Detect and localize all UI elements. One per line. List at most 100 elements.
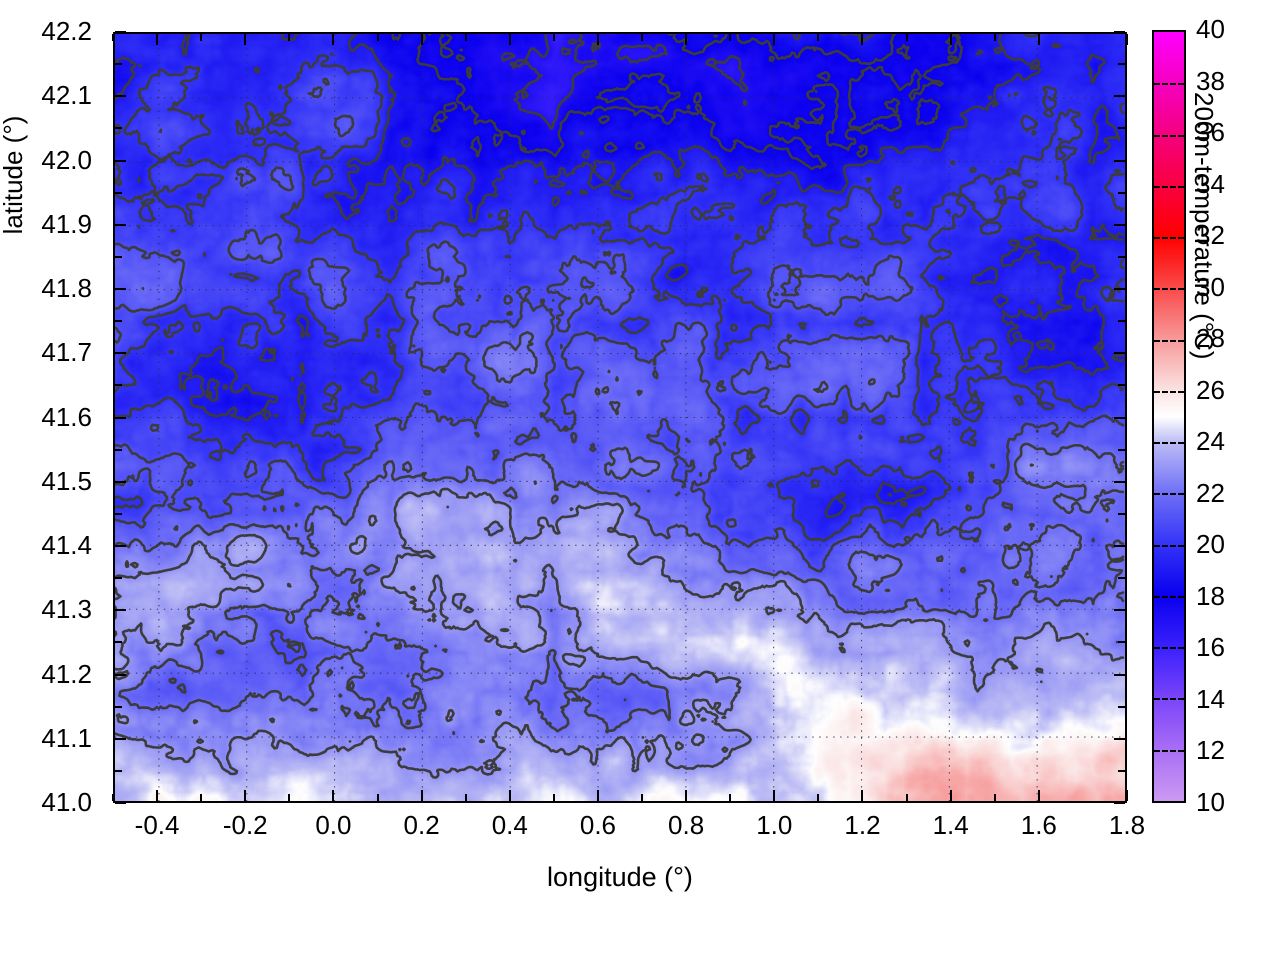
colorbar-tick-label: 30 xyxy=(1196,271,1225,302)
colorbar-tick-label: 32 xyxy=(1196,220,1225,251)
x-tick-label: 1.8 xyxy=(1108,810,1146,840)
axis-tick xyxy=(115,545,126,547)
axis-tick xyxy=(1114,737,1125,740)
colorbar xyxy=(1152,30,1186,803)
axis-tick xyxy=(115,737,126,740)
colorbar-tick xyxy=(1154,83,1184,86)
axis-tick xyxy=(1118,577,1125,580)
colorbar-title: 200m-temperature (°C) xyxy=(1189,92,1219,360)
x-tick-label: 0.2 xyxy=(403,810,440,840)
colorbar-tick xyxy=(1154,390,1184,393)
axis-tick xyxy=(288,34,291,41)
axis-tick xyxy=(1118,448,1125,451)
axis-tick xyxy=(1114,480,1125,483)
colorbar-tick xyxy=(1154,339,1184,342)
axis-tick xyxy=(115,480,126,483)
axis-tick xyxy=(552,794,555,801)
colorbar-tick-label: 36 xyxy=(1196,117,1225,148)
axis-tick xyxy=(288,794,291,801)
axis-tick xyxy=(1114,31,1125,33)
colorbar-tick xyxy=(1154,698,1184,701)
y-tick-label: 41.6 xyxy=(41,401,92,432)
axis-tick xyxy=(1037,34,1040,45)
axis-tick xyxy=(115,384,122,387)
colorbar-tick-label: 12 xyxy=(1196,735,1225,766)
axis-tick xyxy=(1118,769,1125,772)
axis-tick xyxy=(508,34,511,45)
axis-tick xyxy=(115,448,122,451)
axis-tick xyxy=(817,794,820,801)
axis-tick xyxy=(115,223,126,226)
colorbar-tick xyxy=(1154,647,1184,650)
gridlines-layer xyxy=(115,34,1125,801)
plot-area xyxy=(113,32,1127,803)
axis-tick xyxy=(1114,545,1125,547)
y-tick-label: 41.0 xyxy=(41,787,92,817)
axis-tick xyxy=(596,34,599,45)
axis-tick xyxy=(1114,673,1125,676)
axis-tick xyxy=(115,641,122,644)
axis-tick xyxy=(115,288,126,290)
y-tick-label: 42.0 xyxy=(41,144,92,175)
y-tick-label: 41.9 xyxy=(41,208,92,239)
axis-tick xyxy=(1114,288,1125,290)
x-tick-label: -0.2 xyxy=(222,810,268,840)
colorbar-tick xyxy=(1154,544,1184,547)
axis-tick xyxy=(949,790,952,801)
axis-tick xyxy=(1118,63,1125,66)
y-tick-label: 41.4 xyxy=(41,530,92,560)
colorbar-tick-label: 26 xyxy=(1196,374,1225,405)
axis-tick xyxy=(1118,384,1125,387)
axis-tick xyxy=(115,577,122,580)
axis-tick xyxy=(905,794,908,801)
axis-tick xyxy=(156,790,159,801)
axis-tick xyxy=(115,769,122,772)
axis-tick xyxy=(115,95,126,98)
axis-tick xyxy=(115,512,122,515)
axis-tick xyxy=(115,802,126,804)
axis-tick xyxy=(376,34,379,41)
axis-tick xyxy=(420,790,423,801)
colorbar-tick xyxy=(1154,442,1184,445)
axis-tick xyxy=(115,63,122,66)
axis-tick xyxy=(729,794,732,801)
axis-tick xyxy=(112,34,114,41)
axis-tick xyxy=(1114,416,1125,419)
axis-tick xyxy=(1118,512,1125,515)
axis-tick xyxy=(552,34,555,41)
colorbar-tick-label: 24 xyxy=(1196,426,1225,457)
axis-tick xyxy=(115,127,122,130)
colorbar-tick-label: 10 xyxy=(1196,787,1225,817)
axis-tick xyxy=(376,794,379,801)
colorbar-tick-label: 28 xyxy=(1196,323,1225,354)
axis-tick xyxy=(244,34,247,45)
y-tick-label: 41.8 xyxy=(41,273,92,303)
axis-tick xyxy=(641,34,644,41)
axis-tick xyxy=(993,34,996,41)
x-tick-label: 1.6 xyxy=(1020,810,1057,840)
axis-tick xyxy=(115,673,126,676)
axis-tick xyxy=(1118,320,1125,323)
axis-tick xyxy=(115,191,122,194)
colorbar-gradient xyxy=(1154,32,1184,801)
colorbar-tick xyxy=(1154,493,1184,496)
axis-tick xyxy=(115,255,122,258)
axis-tick xyxy=(641,794,644,801)
axis-tick xyxy=(1114,223,1125,226)
axis-tick xyxy=(905,34,908,41)
axis-tick xyxy=(156,34,159,45)
colorbar-tick xyxy=(1154,185,1184,188)
y-tick-label: 41.7 xyxy=(41,337,92,368)
colorbar-tick xyxy=(1154,237,1184,240)
colorbar-tick-label: 34 xyxy=(1196,168,1225,199)
axis-tick xyxy=(1114,159,1125,162)
axis-tick xyxy=(1114,609,1125,612)
axis-tick xyxy=(1118,641,1125,644)
axis-tick xyxy=(685,34,688,45)
y-tick-label: 41.5 xyxy=(41,465,92,496)
axis-tick xyxy=(685,790,688,801)
axis-tick xyxy=(115,159,126,162)
x-tick-label: 1.0 xyxy=(756,810,793,840)
axis-tick xyxy=(773,790,776,801)
